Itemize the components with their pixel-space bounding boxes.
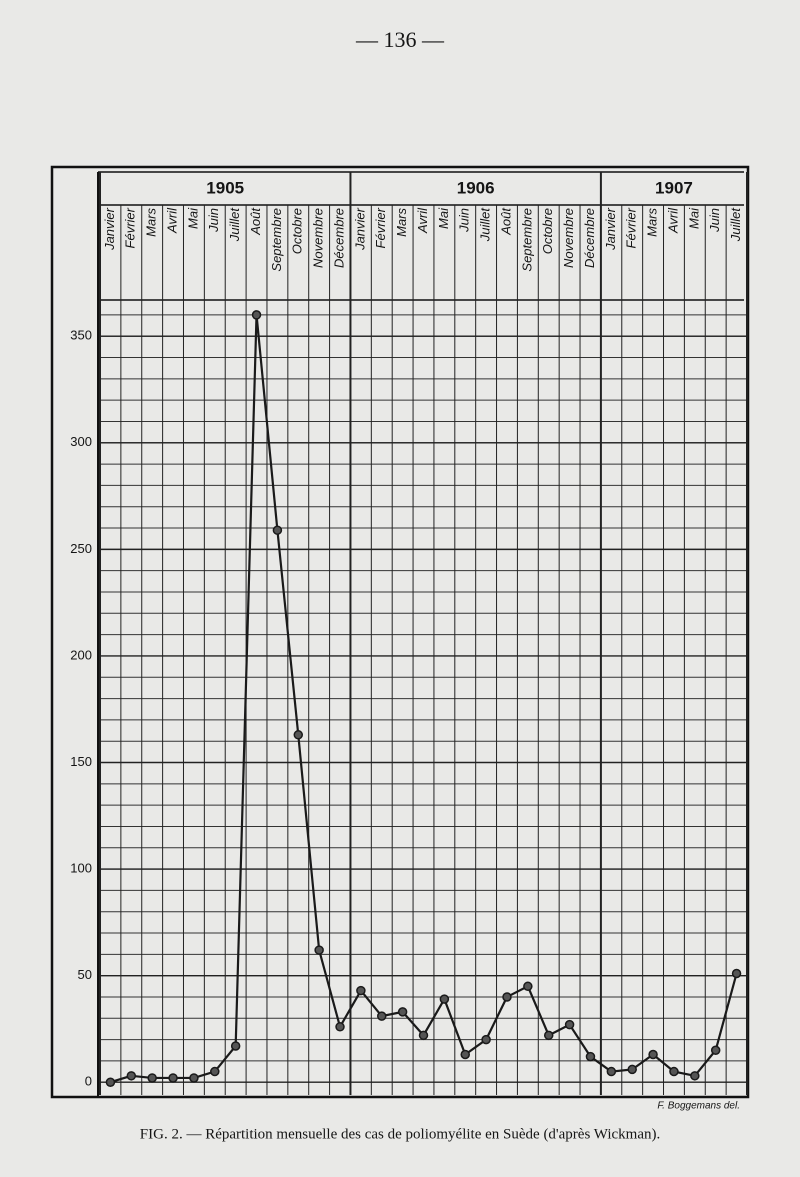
x-tick-label: Juin <box>457 208 472 233</box>
point <box>690 1071 700 1081</box>
point <box>585 1051 596 1062</box>
year-label: 1905 <box>206 178 244 197</box>
point <box>335 1022 345 1032</box>
x-tick-label: Avril <box>415 207 430 234</box>
x-tick-label: Septembre <box>269 208 284 272</box>
x-tick-label: Mars <box>144 208 159 237</box>
x-tick-label: Février <box>624 207 639 248</box>
x-tick-label: Novembre <box>311 208 326 268</box>
x-tick-label: Août <box>498 207 513 236</box>
point <box>272 525 283 535</box>
point <box>627 1064 637 1075</box>
y-tick-label: 50 <box>78 967 92 982</box>
page-number: — 136 — <box>355 27 445 52</box>
point <box>439 994 450 1004</box>
point <box>543 1030 554 1041</box>
x-tick-label: Juillet <box>227 207 242 243</box>
point <box>481 1034 491 1045</box>
caption: FIG. 2. — Répartition mensuelle des cas … <box>140 1126 660 1142</box>
point <box>251 310 262 320</box>
x-tick-label: Mars <box>645 208 660 237</box>
point <box>189 1073 199 1083</box>
x-tick-label: Septembre <box>519 208 534 272</box>
point <box>397 1007 408 1017</box>
point <box>564 1019 575 1030</box>
x-tick-label: Février <box>123 207 138 248</box>
y-tick-label: 100 <box>70 861 92 876</box>
point <box>669 1066 679 1077</box>
x-tick-label: Mai <box>686 207 701 229</box>
x-tick-label: Juillet <box>728 207 743 243</box>
point <box>314 945 324 955</box>
x-tick-label: Mai <box>185 207 200 229</box>
point <box>710 1045 721 1055</box>
point <box>418 1030 429 1041</box>
x-tick-label: Janvier <box>102 207 117 251</box>
x-tick-label: Avril <box>665 207 680 234</box>
x-tick-label: Décembre <box>582 208 597 268</box>
point <box>731 968 742 979</box>
x-tick-label: Octobre <box>290 208 305 254</box>
x-tick-label: Juin <box>206 208 221 233</box>
x-tick-label: Mars <box>394 208 409 237</box>
x-tick-label: Juillet <box>478 207 493 243</box>
point <box>210 1066 220 1077</box>
point <box>105 1077 116 1087</box>
point <box>230 1041 241 1051</box>
x-tick-label: Avril <box>164 207 179 234</box>
point <box>648 1049 658 1060</box>
frame <box>50 165 750 1099</box>
year-label: 1906 <box>457 178 495 197</box>
x-tick-label: Juin <box>707 208 722 233</box>
y-tick-label: 0 <box>85 1074 92 1089</box>
y-tick-label: 250 <box>70 541 92 556</box>
point <box>606 1066 617 1077</box>
x-tick-label: Janvier <box>603 207 618 251</box>
x-tick-label: Janvier <box>352 207 367 251</box>
point <box>293 730 304 740</box>
x-tick-label: Août <box>248 207 263 236</box>
point <box>502 992 512 1002</box>
x-tick-label: Février <box>373 207 388 248</box>
y-tick-label: 350 <box>70 328 92 343</box>
x-tick-label: Novembre <box>561 208 576 268</box>
year-label: 1907 <box>655 178 693 197</box>
x-tick-label: Mai <box>436 207 451 229</box>
x-tick-label: Décembre <box>331 208 346 268</box>
point <box>356 985 366 996</box>
point <box>377 1011 387 1021</box>
point <box>523 981 533 992</box>
point <box>126 1071 137 1081</box>
signature: F. Boggemans del. <box>657 1101 740 1112</box>
point <box>168 1073 178 1083</box>
y-tick-label: 150 <box>70 754 92 769</box>
y-tick-label: 200 <box>70 647 92 662</box>
y-tick-label: 300 <box>70 434 92 449</box>
x-tick-label: Octobre <box>540 208 555 254</box>
point <box>147 1073 157 1083</box>
point <box>460 1049 470 1060</box>
